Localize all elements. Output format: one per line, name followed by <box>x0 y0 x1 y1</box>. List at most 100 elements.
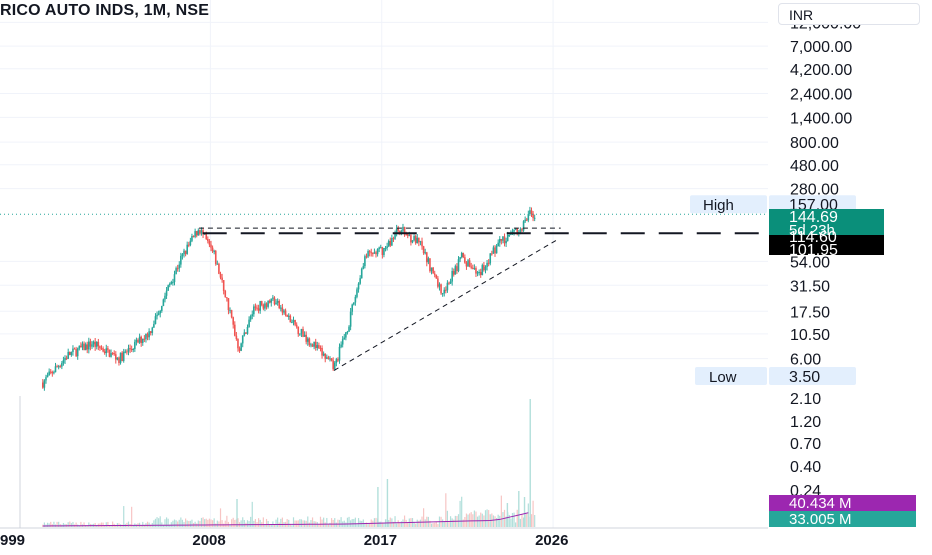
volume-bar <box>522 517 525 527</box>
candle-body <box>280 307 282 309</box>
volume-bar <box>484 510 487 527</box>
candle-body <box>416 237 419 244</box>
candle-body <box>492 247 495 254</box>
candle-body <box>297 326 300 335</box>
volume-bar <box>70 523 72 527</box>
candle-body <box>192 235 195 237</box>
candle-body <box>308 338 311 345</box>
time-tick-label: 2008 <box>192 532 225 549</box>
candle-body <box>345 332 347 338</box>
candle-body <box>338 346 341 361</box>
candle-body <box>130 348 133 350</box>
candle-body <box>506 234 509 241</box>
volume-bar <box>213 518 215 527</box>
volume-bar <box>508 514 510 527</box>
candle-body <box>464 257 466 263</box>
volume-bar <box>237 518 239 527</box>
volume-bar <box>424 519 426 527</box>
volume-bar <box>500 495 502 527</box>
candle-body <box>48 371 50 376</box>
candle-body <box>114 354 117 360</box>
candle-body <box>364 256 366 267</box>
candle-body <box>281 307 284 313</box>
volume-bar <box>445 493 447 527</box>
candle-body <box>392 238 395 240</box>
price-tick-label: 1,400.00 <box>790 110 852 127</box>
candle-body <box>411 240 414 243</box>
candle-body <box>391 238 393 246</box>
volume-bar <box>175 520 177 527</box>
candle-body <box>425 252 428 263</box>
candle-body <box>148 331 150 338</box>
candle-body <box>395 228 398 233</box>
candle-body <box>483 265 485 271</box>
volume-ma-line <box>42 512 529 527</box>
volume-bar <box>386 479 389 527</box>
candle-body <box>533 217 536 219</box>
volume-bar <box>367 524 369 527</box>
candle-body <box>275 302 277 305</box>
volume-bar <box>494 516 496 527</box>
candle-body <box>403 226 406 234</box>
candle-body <box>497 242 499 246</box>
candle-body <box>498 238 501 243</box>
candle-body <box>394 232 396 239</box>
volume-bar <box>53 521 55 527</box>
candle-body <box>107 348 109 350</box>
volume-bar <box>415 523 417 527</box>
volume-bar <box>200 517 203 527</box>
candle-body <box>173 274 176 283</box>
candle-body <box>314 341 317 349</box>
volume-bar <box>381 522 383 527</box>
candle-body <box>227 298 230 311</box>
level-box <box>769 235 884 255</box>
candle-body <box>370 252 373 254</box>
candle-body <box>479 271 482 275</box>
volume-bar <box>259 519 261 527</box>
volume-bar <box>346 517 349 527</box>
volume-bar <box>499 515 501 527</box>
volume-bar <box>236 499 238 527</box>
volume-bar <box>83 522 85 527</box>
candle-body <box>195 231 198 236</box>
volume-bar <box>389 517 391 527</box>
candle-body <box>137 339 139 343</box>
currency-selector[interactable]: INR <box>778 3 920 25</box>
volume-ma-label: 40.434 M <box>789 495 852 512</box>
volume-bar <box>140 525 142 527</box>
candle-body <box>333 362 336 370</box>
volume-tick-label: 1.20 <box>790 414 821 431</box>
candle-body <box>451 271 453 282</box>
volume-bar <box>506 503 509 527</box>
candle-body <box>405 233 407 235</box>
candle-body <box>57 366 60 368</box>
candle-body <box>299 333 301 335</box>
price-tick-label: 31.50 <box>790 278 830 295</box>
candle-body <box>53 372 55 374</box>
volume-bar <box>158 518 160 527</box>
volume-bar <box>462 519 464 527</box>
candle-body <box>303 334 306 337</box>
candle-body <box>135 339 138 342</box>
candle-body <box>207 239 209 242</box>
price-tick-label: 2,400.00 <box>790 87 852 104</box>
volume-bar <box>334 518 336 527</box>
candle-body <box>111 353 114 355</box>
candle-body <box>59 366 62 368</box>
volume-bar <box>156 517 158 527</box>
candle-body <box>89 341 92 347</box>
volume-bar <box>405 519 407 527</box>
candle-body <box>454 266 457 275</box>
candle-body <box>65 357 68 359</box>
candle-body <box>118 357 120 363</box>
low-label: Low <box>709 369 737 386</box>
candle-body <box>300 328 303 334</box>
volume-bar <box>329 522 331 527</box>
candle-body <box>387 240 390 247</box>
candle-body <box>471 267 474 269</box>
candle-body <box>435 274 438 279</box>
volume-bar <box>251 501 253 527</box>
candle-body <box>397 228 400 231</box>
candle-body <box>500 238 503 241</box>
